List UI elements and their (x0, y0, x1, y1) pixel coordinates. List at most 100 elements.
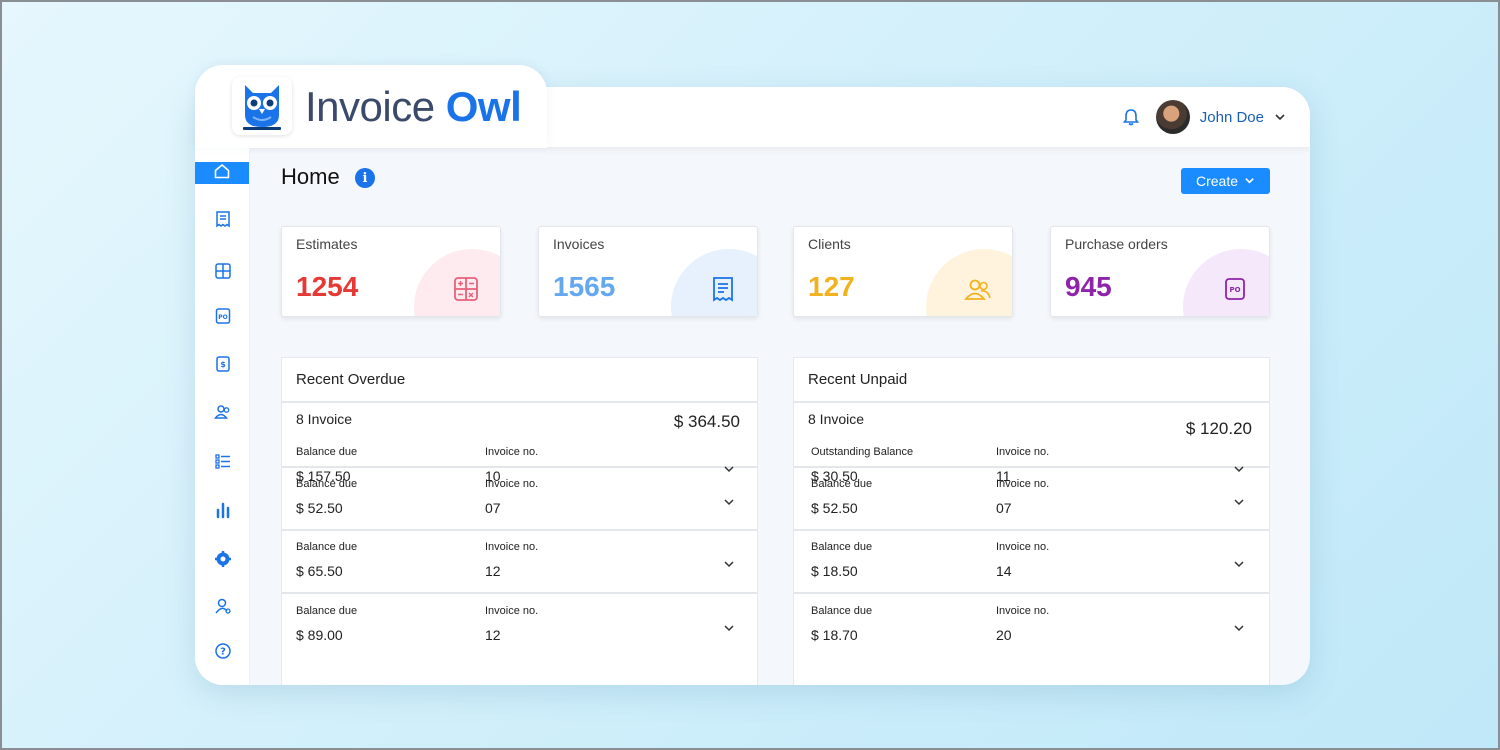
sidebar-item-estimates[interactable] (195, 210, 250, 232)
balance-value: $ 52.50 (811, 500, 858, 516)
sidebar-item-settings[interactable] (195, 550, 250, 572)
stat-card-invoices[interactable]: Invoices 1565 (538, 226, 758, 317)
overdue-total: $ 364.50 (673, 412, 740, 431)
balance-value: $ 89.00 (296, 627, 343, 643)
invoice-no-value: 12 (485, 627, 501, 643)
chevron-down-icon[interactable] (723, 496, 735, 508)
svg-text:PO: PO (1229, 286, 1240, 294)
user-name[interactable]: John Doe (1199, 108, 1264, 126)
table-row[interactable]: Balance due $ 52.50 Invoice no. 07 (794, 468, 1269, 531)
chevron-down-icon[interactable] (1233, 463, 1245, 475)
balance-label: Balance due (296, 446, 358, 458)
summary-row: 8 Invoice $ 364.50 (282, 403, 757, 433)
table-row[interactable]: Balance due $ 52.50 Invoice no. 07 (282, 468, 757, 531)
invoice-no-label: Invoice no. (996, 446, 1050, 458)
invoice-no-label: Invoice no. (485, 478, 539, 490)
balance-label: Balance due (296, 541, 358, 553)
table-row[interactable]: Outstanding Balance $ 30.50 Invoice no. … (794, 403, 1269, 484)
owl-logo-icon[interactable] (232, 77, 292, 135)
balance-label: Balance due (811, 478, 873, 490)
unpaid-total: $ 120.20 (1185, 419, 1252, 438)
info-icon[interactable]: i (355, 168, 375, 188)
create-button[interactable]: Create (1181, 168, 1270, 194)
stat-card-estimates[interactable]: Estimates 1254 (281, 226, 501, 317)
clients-icon (964, 275, 992, 303)
main-content: Home i Create Estimates 1254 Invoices 15… (250, 147, 1310, 685)
balance-label: Outstanding Balance (811, 446, 914, 458)
stat-label: Purchase orders (1065, 236, 1168, 252)
sidebar-item-purchase-orders[interactable]: PO (195, 307, 250, 329)
invoice-no-value: 14 (996, 563, 1012, 579)
chevron-down-icon[interactable] (1233, 496, 1245, 508)
sidebar-item-payments[interactable]: $ (195, 355, 250, 377)
chevron-down-icon[interactable] (1233, 622, 1245, 634)
estimates-icon (214, 210, 232, 233)
invoice-no-value: 12 (485, 563, 501, 579)
calculator-icon (452, 275, 480, 303)
stat-value: 1565 (553, 271, 616, 302)
invoice-no-label: Invoice no. (996, 478, 1050, 490)
invoice-no-value: 07 (996, 500, 1012, 516)
chevron-down-icon[interactable] (1274, 111, 1286, 123)
invoice-no-value: 11 (996, 468, 1011, 484)
balance-value: $ 65.50 (296, 563, 343, 579)
page-title: Home (281, 164, 340, 189)
help-icon: ? (214, 642, 232, 665)
balance-value: $ 18.50 (811, 563, 858, 579)
app-window: John Doe PO $ (195, 87, 1310, 685)
stat-label: Clients (808, 236, 851, 252)
invoice-count: 8 Invoice (808, 411, 865, 427)
chevron-down-icon[interactable] (723, 463, 735, 475)
receipt-icon (709, 275, 737, 303)
notification-bell-icon[interactable] (1122, 108, 1140, 126)
invoice-no-value: 07 (485, 500, 501, 516)
clients-icon (213, 403, 232, 426)
stat-value: 945 (1065, 271, 1112, 302)
home-icon (213, 162, 231, 185)
table-row[interactable]: Balance due $ 157.50 Invoice no. 10 (282, 403, 757, 484)
brand-name: Invoice Owl (305, 83, 522, 130)
balance-value: $ 18.70 (811, 627, 858, 643)
chevron-down-icon[interactable] (1233, 558, 1245, 570)
invoice-no-label: Invoice no. (485, 541, 539, 553)
sidebar-item-items[interactable] (195, 452, 250, 474)
recent-overdue-panel: Recent Overdue 8 Invoice $ 364.50 Balanc… (281, 357, 758, 685)
stat-label: Estimates (296, 236, 358, 252)
sidebar: PO $ ? (195, 147, 250, 685)
invoice-no-value: 20 (996, 627, 1012, 643)
sidebar-item-profile[interactable] (195, 597, 250, 619)
table-row[interactable]: Balance due $ 89.00 Invoice no. 12 (282, 594, 757, 657)
panel-title: Recent Unpaid (794, 358, 1269, 403)
user-profile-icon (214, 597, 232, 620)
sidebar-item-clients[interactable] (195, 403, 250, 425)
items-list-icon (214, 452, 232, 475)
invoice-no-label: Invoice no. (485, 446, 539, 458)
table-row[interactable]: Balance due $ 18.50 Invoice no. 14 (794, 531, 1269, 594)
sidebar-item-reports[interactable] (195, 501, 250, 523)
table-row[interactable]: Balance due $ 18.70 Invoice no. 20 (794, 594, 1269, 657)
balance-label: Balance due (811, 541, 873, 553)
recent-unpaid-panel: Recent Unpaid 8 Invoice $ 120.20 Outstan… (793, 357, 1270, 685)
create-button-label: Create (1195, 173, 1239, 189)
payments-icon: $ (214, 355, 232, 378)
svg-text:$: $ (220, 360, 226, 369)
sidebar-item-home[interactable] (195, 162, 249, 184)
balance-label: Balance due (296, 478, 358, 490)
purchase-order-icon: PO (1221, 275, 1249, 303)
table-row[interactable]: Balance due $ 65.50 Invoice no. 12 (282, 531, 757, 594)
avatar[interactable] (1155, 100, 1190, 134)
user-menu[interactable]: John Doe (1122, 99, 1286, 135)
sidebar-item-help[interactable]: ? (195, 642, 250, 664)
stat-card-clients[interactable]: Clients 127 (793, 226, 1013, 317)
svg-text:PO: PO (218, 314, 228, 321)
purchase-order-icon: PO (214, 307, 232, 330)
chevron-down-icon[interactable] (723, 558, 735, 570)
invoice-no-value: 10 (485, 468, 501, 484)
chevron-down-icon[interactable] (723, 622, 735, 634)
stat-card-purchase-orders[interactable]: Purchase orders 945 PO (1050, 226, 1270, 317)
sidebar-item-calculator[interactable] (195, 262, 250, 284)
balance-value: $ 52.50 (296, 500, 343, 516)
balance-label: Balance due (811, 605, 873, 617)
svg-text:?: ? (220, 646, 226, 657)
balance-value: $ 30.50 (811, 468, 858, 484)
